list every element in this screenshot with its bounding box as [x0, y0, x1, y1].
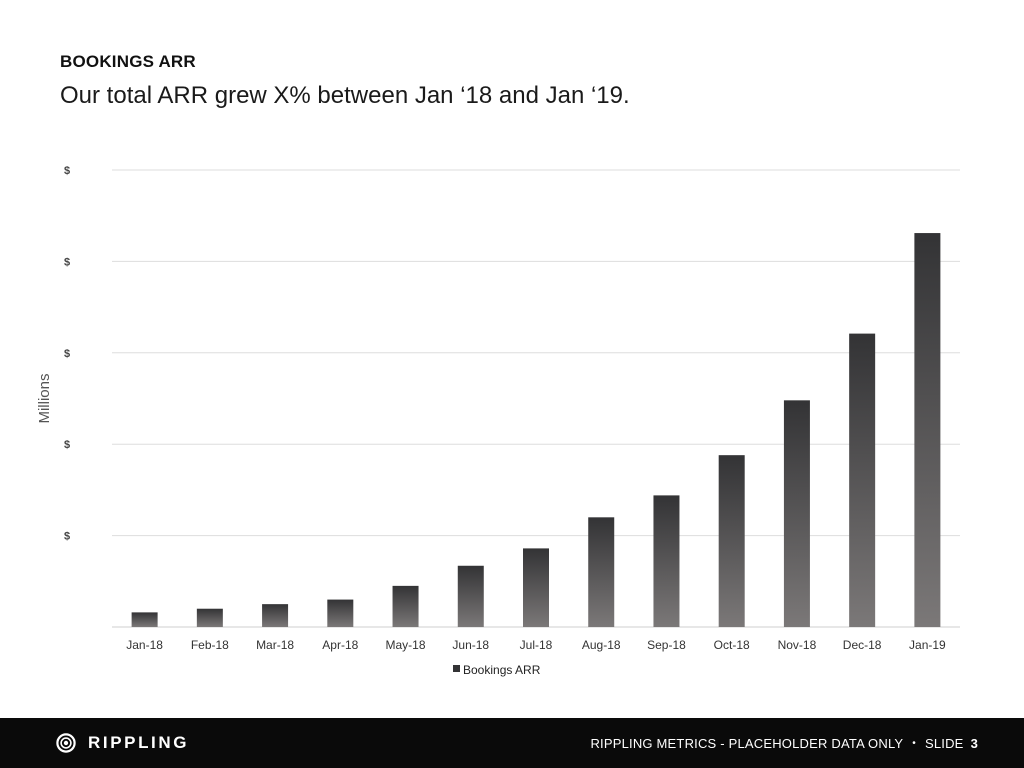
- y-tick-label: $: [64, 439, 70, 451]
- bar: [196, 608, 223, 627]
- slide-heading: BOOKINGS ARR: [60, 52, 196, 71]
- x-tick-label: Nov-18: [778, 638, 817, 652]
- bar: [327, 599, 354, 627]
- logo-wordmark: RIPPLING: [88, 733, 190, 752]
- legend-label: Bookings ARR: [463, 663, 541, 677]
- legend: Bookings ARR: [453, 663, 541, 677]
- footer-bar: RIPPLING RIPPLING METRICS - PLACEHOLDER …: [0, 718, 1024, 768]
- x-tick-label: Sep-18: [647, 638, 686, 652]
- y-tick-labels: $ $ $ $ $: [64, 165, 70, 543]
- y-tick-label: $: [64, 256, 70, 268]
- bar: [849, 333, 876, 627]
- bar: [914, 233, 941, 628]
- y-tick-label: $: [64, 348, 70, 360]
- bars: [131, 233, 941, 628]
- y-tick-label: $: [64, 165, 70, 177]
- x-tick-label: Jan-18: [126, 638, 163, 652]
- bar-chart: $ $ $ $ $ Jan-18 Feb-18 Mar-18 Apr-18 May-18 Jun-…: [36, 165, 960, 677]
- x-tick-labels: Jan-18 Feb-18 Mar-18 Apr-18 May-18 Jun-18 Jul-…: [126, 638, 946, 652]
- x-tick-label: Mar-18: [256, 638, 294, 652]
- slide-subtitle: Our total ARR grew X% between Jan ‘18 an…: [60, 82, 630, 109]
- bar: [718, 455, 745, 627]
- x-tick-label: Aug-18: [582, 638, 621, 652]
- rippling-logo: RIPPLING: [56, 731, 189, 755]
- bar: [457, 565, 484, 627]
- y-axis-label: Millions: [36, 373, 53, 423]
- x-tick-label: Feb-18: [191, 638, 229, 652]
- x-tick-label: Apr-18: [322, 638, 358, 652]
- x-tick-label: May-18: [386, 638, 426, 652]
- footer-separator: •: [912, 738, 916, 749]
- bar: [131, 612, 158, 627]
- legend-swatch: [453, 665, 460, 672]
- x-tick-label: Oct-18: [714, 638, 750, 652]
- bar: [392, 585, 419, 627]
- footer-text: RIPPLING METRICS - PLACEHOLDER DATA ONLY: [590, 736, 904, 751]
- rippling-logo-icon: [56, 733, 76, 753]
- bar: [262, 604, 289, 627]
- bar: [653, 495, 680, 627]
- y-tick-label: $: [64, 531, 70, 543]
- x-tick-label: Jan-19: [909, 638, 946, 652]
- x-tick-label: Jun-18: [452, 638, 489, 652]
- footer-info: RIPPLING METRICS - PLACEHOLDER DATA ONLY…: [590, 736, 978, 751]
- bar: [523, 548, 549, 627]
- slide-label: SLIDE: [924, 736, 964, 751]
- bar: [588, 517, 615, 627]
- slide-number: 3: [970, 736, 978, 751]
- x-tick-label: Jul-18: [520, 638, 553, 652]
- x-tick-label: Dec-18: [843, 638, 882, 652]
- bar: [783, 400, 810, 627]
